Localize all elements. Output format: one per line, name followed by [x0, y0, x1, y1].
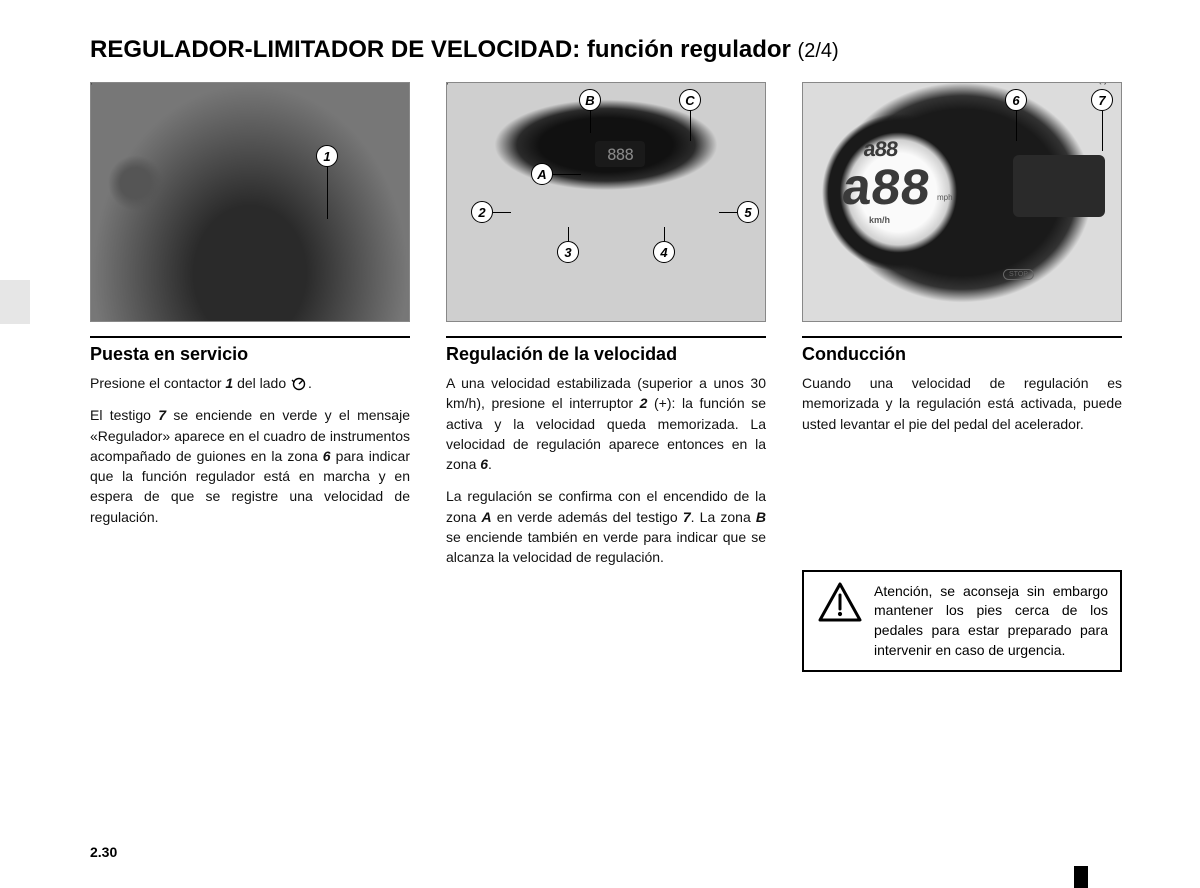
body-text-1: Presione el contactor 1 del lado .El tes… [90, 373, 410, 527]
info-panel [1013, 155, 1105, 217]
leader-line [719, 212, 737, 213]
callout-2: 2 [471, 201, 493, 223]
column-3: 33771 6 7 a88 a88 mph km/h STOP Conducci… [802, 82, 1130, 672]
footer-tab [1074, 866, 1088, 888]
body-text-3: Cuando una velocidad de regulación es me… [802, 373, 1122, 434]
page-number: 2.30 [90, 844, 117, 860]
leader-line [553, 174, 581, 175]
callout-4: 4 [653, 241, 675, 263]
warning-icon [818, 582, 862, 622]
leader-line [493, 212, 511, 213]
warning-box: Atención, se aconseja sin embargo manten… [802, 570, 1122, 672]
warning-text: Atención, se aconseja sin embargo manten… [874, 582, 1108, 660]
callout-B: B [579, 89, 601, 111]
unit-mph: mph [937, 193, 953, 202]
columns: 28462 1 Puesta en servicio Presione el c… [90, 82, 1128, 672]
page-title: REGULADOR-LIMITADOR DE VELOCIDAD: funció… [90, 36, 1128, 64]
leader-line [327, 167, 328, 219]
side-tab [0, 280, 30, 324]
image-id: 28462 [90, 82, 94, 85]
body-text-2: A una velocidad estabilizada (superior a… [446, 373, 766, 568]
title-main: REGULADOR-LIMITADOR DE VELOCIDAD: funció… [90, 36, 791, 63]
subheading-conduccion: Conducción [802, 336, 1122, 365]
warning-strip: STOP [1003, 263, 1122, 285]
display-set-speed: a88 [862, 138, 898, 163]
callout-1: 1 [316, 145, 338, 167]
subheading-regulacion: Regulación de la velocidad [446, 336, 766, 365]
leader-line [664, 227, 665, 241]
leader-line [568, 227, 569, 241]
image-id: 33771 [1098, 82, 1108, 85]
figure-2: 28584 A B C 2 3 4 5 888 [446, 82, 766, 322]
callout-5: 5 [737, 201, 759, 223]
callout-3: 3 [557, 241, 579, 263]
column-1: 28462 1 Puesta en servicio Presione el c… [90, 82, 418, 672]
figure-1: 28462 1 [90, 82, 410, 322]
callout-A: A [531, 163, 553, 185]
display-current-speed: a88 [838, 161, 932, 220]
image-id: 28584 [446, 82, 450, 85]
callout-6: 6 [1005, 89, 1027, 111]
leader-line [690, 111, 691, 141]
figure-3: 33771 6 7 a88 a88 mph km/h STOP [802, 82, 1122, 322]
cluster-digits: 888 [595, 141, 645, 167]
leader-line [590, 111, 591, 133]
page: REGULADOR-LIMITADOR DE VELOCIDAD: funció… [0, 0, 1200, 712]
title-suffix: (2/4) [798, 40, 839, 62]
column-2: 28584 A B C 2 3 4 5 888 Regulació [446, 82, 774, 672]
subheading-puesta: Puesta en servicio [90, 336, 410, 365]
leader-line [1102, 111, 1103, 151]
callout-C: C [679, 89, 701, 111]
unit-kmh: km/h [869, 215, 890, 225]
callout-7: 7 [1091, 89, 1113, 111]
leader-line [1016, 111, 1017, 141]
